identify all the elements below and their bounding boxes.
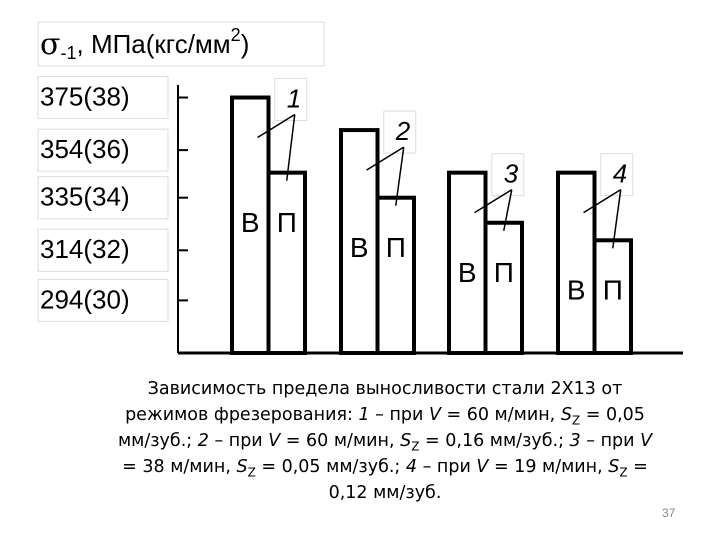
y-label: σ-1, МПа(кгс/мм2) <box>40 25 249 63</box>
y-tick-box <box>37 176 169 220</box>
caption-part: S <box>608 457 620 477</box>
group-label: 3 <box>504 159 519 189</box>
group-label-box <box>491 153 525 197</box>
y-label-part: , МПа(кгс/мм <box>77 29 231 59</box>
bar <box>592 238 633 355</box>
bar-letter: В <box>241 207 260 238</box>
bar <box>483 220 524 355</box>
y-tick-label: 335(34) <box>40 182 130 212</box>
y-tick-box <box>37 128 169 172</box>
leader-line <box>474 189 513 214</box>
caption-part: = 60 м/мин, <box>440 405 561 425</box>
caption-part: Z <box>571 413 581 428</box>
y-tick-box <box>37 228 169 272</box>
caption-part: S <box>236 457 248 477</box>
caption-part: S <box>560 405 572 425</box>
caption-part: Z <box>247 465 256 480</box>
caption-part: 4 <box>405 457 418 477</box>
leader-line <box>583 189 622 214</box>
caption-part: 2 <box>197 431 209 451</box>
caption-part: = 0,05 мм/зуб.; <box>255 457 406 477</box>
bar <box>375 195 416 355</box>
y-tick-label: 294(30) <box>40 284 130 314</box>
caption-part: – при <box>417 457 477 477</box>
caption-part: 3 <box>569 431 581 451</box>
caption-part: = 0,16 мм/зуб.; <box>419 431 570 451</box>
y-label-part: σ <box>40 27 60 62</box>
caption-part: Зависимость предела выносливости стали 2… <box>125 379 623 425</box>
y-tick-label: 375(38) <box>40 81 130 111</box>
caption-part: = 0,05 мм/зуб.; <box>117 405 645 451</box>
caption-part: Z <box>619 465 628 480</box>
y-tick-box <box>37 76 169 120</box>
caption-part: V <box>476 457 489 477</box>
group-label-box <box>600 153 634 197</box>
group-label-box <box>383 110 417 154</box>
bar-letter: П <box>494 257 514 288</box>
bar-letter: П <box>386 232 406 263</box>
caption-part: V <box>268 431 281 451</box>
bar-letter: П <box>603 275 623 306</box>
bar <box>266 170 307 355</box>
caption-part: – при <box>369 405 429 425</box>
caption-part: – при <box>580 431 641 451</box>
y-tick-label: 354(36) <box>40 134 130 164</box>
y-label-part: 2 <box>231 25 241 45</box>
caption-part: 1 <box>358 405 370 425</box>
bar <box>556 170 597 355</box>
bar <box>230 95 271 355</box>
leader-line <box>366 146 405 171</box>
page-number: 37 <box>662 506 676 520</box>
leader-line <box>257 113 296 139</box>
bar-letter: В <box>567 275 586 306</box>
y-label-part: ) <box>241 29 250 59</box>
bar-letter: В <box>458 257 477 288</box>
leader-line <box>612 189 622 249</box>
caption-part: = 0,12 мм/зуб. <box>328 457 648 503</box>
group-label: 4 <box>613 159 627 189</box>
caption-part: = 19 м/мин, <box>488 457 609 477</box>
caption-part: = 60 м/мин, <box>280 431 401 451</box>
y-tick-box <box>37 278 169 322</box>
group-label-box <box>274 78 308 122</box>
caption-part: = 38 м/мин, <box>122 457 237 477</box>
bar-letter: В <box>350 232 369 263</box>
y-label-box <box>37 21 325 67</box>
y-tick-label: 314(32) <box>40 234 130 264</box>
caption-part: S <box>400 431 412 451</box>
caption-part: Z <box>411 439 420 454</box>
leader-line <box>395 146 405 206</box>
group-label: 1 <box>287 83 301 113</box>
caption: Зависимость предела выносливости стали 2… <box>108 376 662 506</box>
y-label-part: -1 <box>60 43 76 63</box>
leader-line <box>503 189 513 231</box>
bar-letter: П <box>277 207 297 238</box>
caption-part: V <box>428 405 441 425</box>
leader-line <box>286 114 296 181</box>
group-label: 2 <box>395 116 411 146</box>
caption-part: – при <box>208 431 269 451</box>
caption-part: V <box>640 431 653 451</box>
